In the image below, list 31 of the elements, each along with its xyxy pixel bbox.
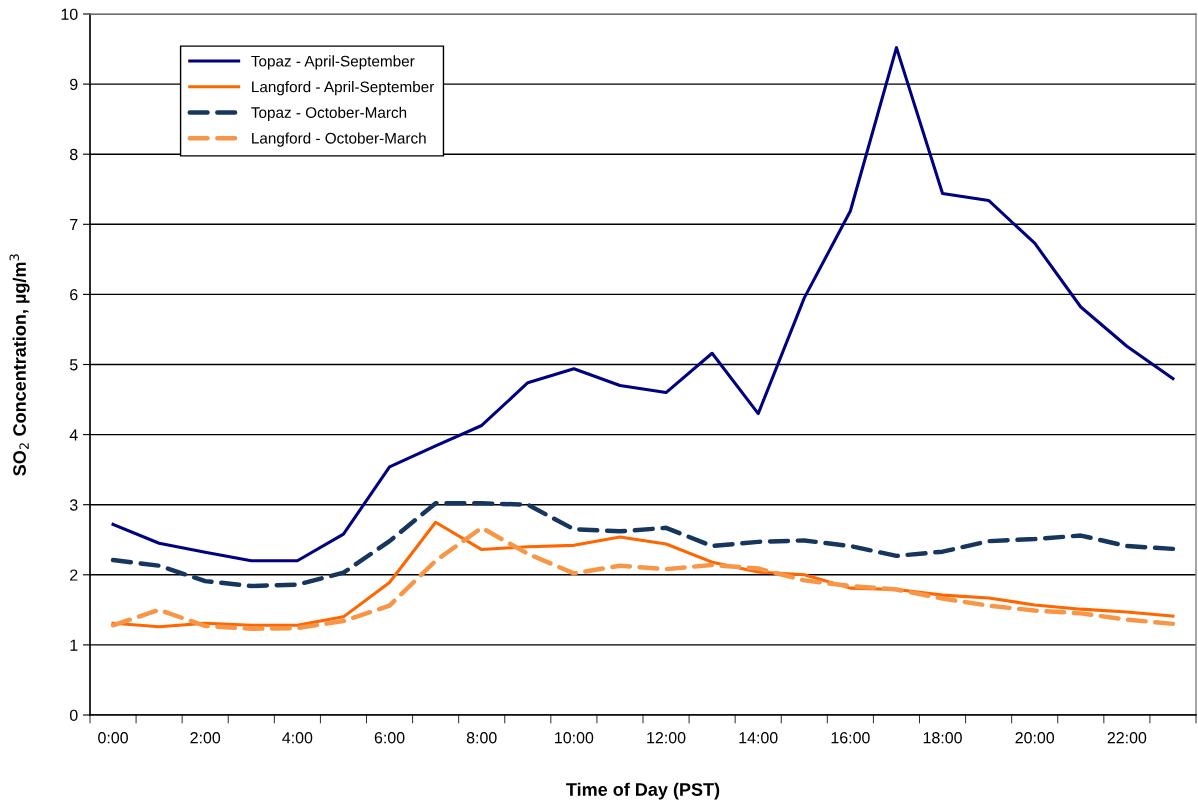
x-tick-label: 18:00 [923, 732, 962, 744]
legend-label: Langford - April-September [252, 81, 435, 96]
y-tick-label: 9 [70, 78, 78, 91]
x-tick-label: 12:00 [647, 732, 686, 744]
x-axis-title: Time of Day (PST) [566, 782, 720, 800]
y-tick-label: 3 [69, 499, 78, 511]
y-tick-label: 1 [70, 639, 78, 651]
y-tick-label: 7 [70, 219, 78, 231]
y-tick-label: 6 [70, 289, 78, 301]
x-tick-label: 16:00 [831, 732, 870, 744]
legend-label: Topaz - April-September [251, 55, 415, 70]
x-tick-label: 14:00 [739, 732, 778, 744]
line-series [110, 501, 1176, 589]
line-series [111, 46, 1175, 563]
x-tick-label: 6:00 [374, 732, 405, 744]
legend-label: Topaz - October-March [251, 106, 407, 121]
y-tick-label: 2 [70, 569, 78, 581]
y-tick-label: 8 [70, 148, 78, 161]
x-tick-label: 0:00 [98, 732, 128, 744]
y-tick-label: 10 [61, 8, 78, 20]
legend-label: Langford - October-March [252, 132, 426, 147]
y-tick-label: 5 [69, 359, 78, 371]
x-tick-label: 4:00 [282, 732, 313, 744]
x-tick-label: 22:00 [1107, 732, 1147, 744]
y-axis-title: SO$_{2}$ Concentration, µg/m$^{3}$ [9, 254, 30, 476]
x-tick-label: 8:00 [466, 732, 497, 744]
x-tick-label: 10:00 [555, 732, 594, 744]
x-tick-label: 20:00 [1015, 732, 1055, 744]
y-tick-label: 4 [69, 429, 78, 441]
y-tick-label: 0 [69, 709, 78, 721]
x-tick-label: 2:00 [190, 732, 221, 744]
